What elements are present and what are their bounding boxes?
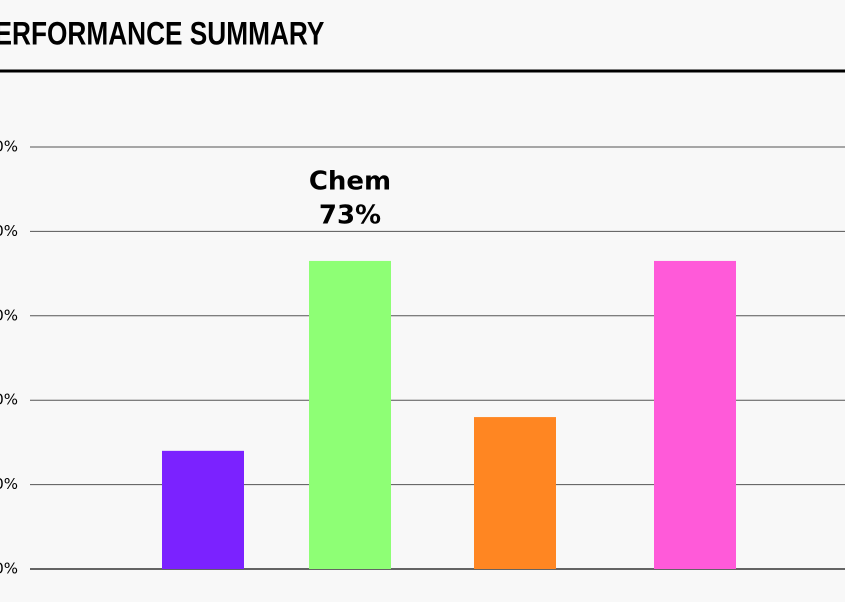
y-tick-label: 100% [0, 138, 18, 156]
y-tick-label: 0% [0, 560, 18, 578]
bar [162, 450, 244, 569]
y-tick-label: 20% [0, 475, 18, 493]
y-tick-label: 40% [0, 391, 18, 409]
bar [309, 260, 391, 569]
bar [474, 417, 556, 569]
annotation-category: Chem [309, 167, 391, 197]
y-tick-label: 80% [0, 222, 18, 240]
y-tick-label: 60% [0, 306, 18, 324]
bar [654, 260, 736, 569]
chart-title: PERFORMANCE SUMMARY [0, 17, 325, 52]
annotation-value: 73% [319, 201, 381, 231]
